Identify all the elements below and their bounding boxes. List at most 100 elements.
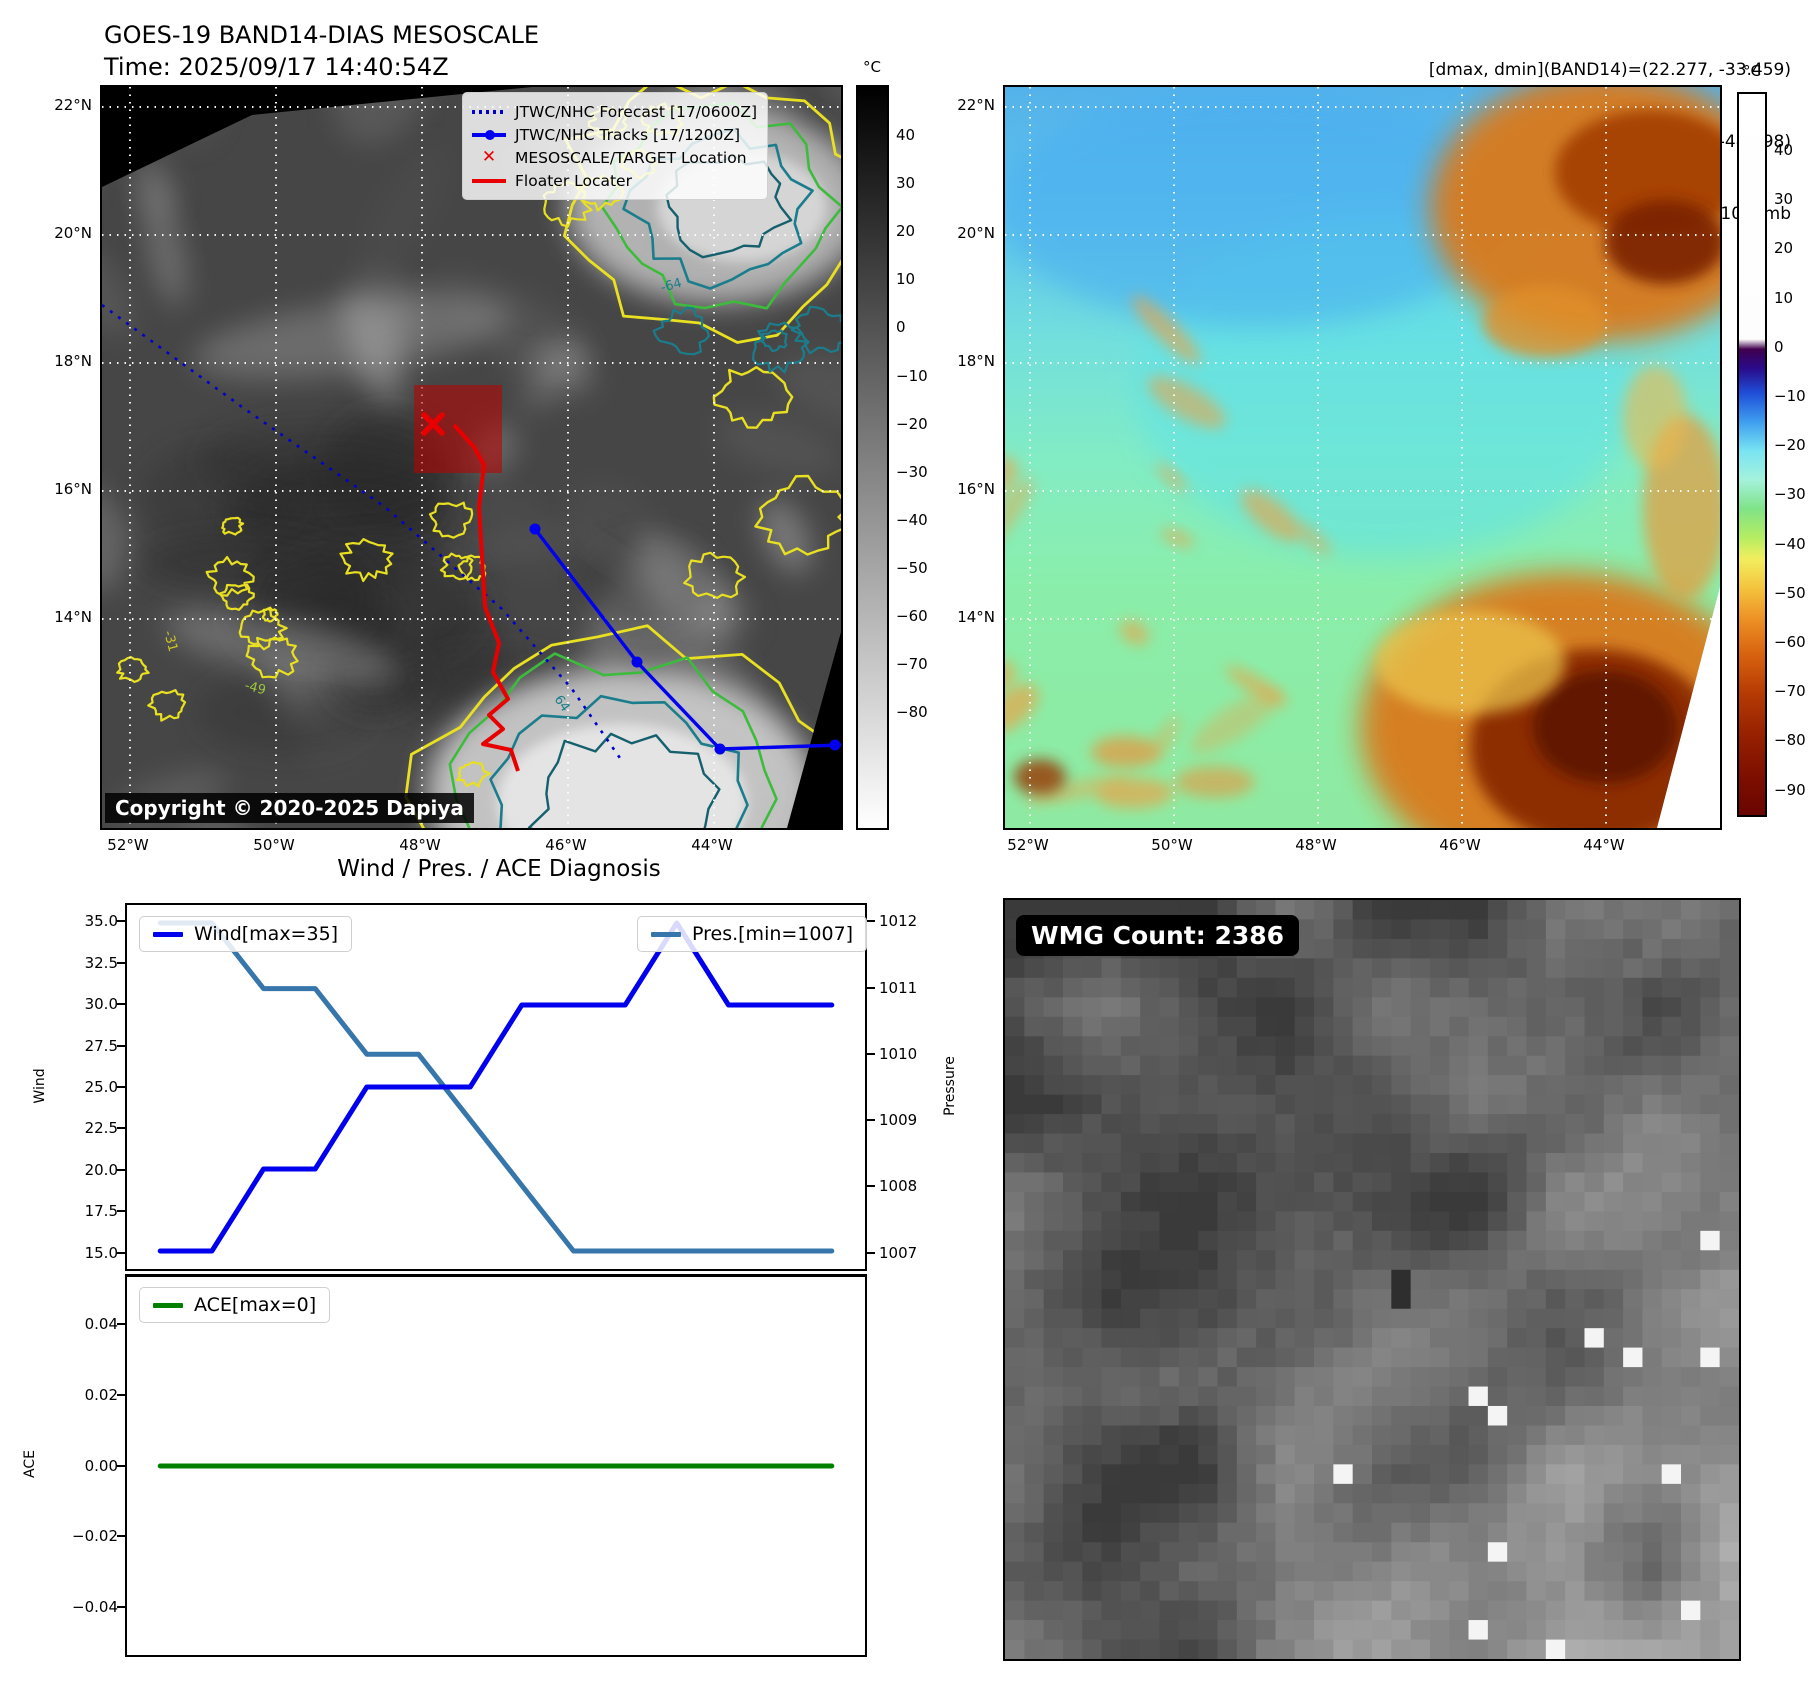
lat-tick-label: 18°N: [957, 352, 995, 370]
colorbar-tick-label: −50: [896, 558, 928, 577]
colorbar-tick-label: 40: [1774, 141, 1794, 159]
tick-mark: [867, 1185, 875, 1188]
ace-line: [157, 1463, 835, 1469]
colorbar-tick-label: 40: [896, 126, 916, 144]
tick-mark: [117, 1323, 125, 1326]
colorbar-tick-label: 10: [1774, 288, 1794, 307]
contour-label: -31: [160, 629, 180, 653]
ace-ytick-label: 0.00: [84, 1456, 118, 1475]
ace-chart: [125, 1274, 867, 1657]
lat-tick-label: 22°N: [54, 96, 92, 114]
tick-mark: [117, 1044, 125, 1047]
wind-ytick-label: 17.5: [84, 1202, 118, 1221]
map-legend-item: ✕ MESOSCALE/TARGET Location: [472, 146, 757, 169]
pressure-ytick-label: 1011: [879, 978, 918, 997]
awv-satellite-map: [960, 72, 1780, 882]
ace-legend-label: ACE[max=0]: [194, 1294, 317, 1316]
tick-mark: [117, 1464, 125, 1467]
wind-ytick-label: 22.5: [84, 1119, 118, 1138]
ace-ytick-label: −0.04: [72, 1597, 118, 1616]
pressure-legend-label: Pres.[min=1007]: [692, 923, 854, 945]
tick-mark: [117, 1168, 125, 1171]
marker-line-swatch: [472, 129, 506, 140]
wind-ytick-label: 30.0: [84, 995, 118, 1014]
colorbar-tick-label: −50: [1774, 583, 1806, 602]
lat-tick-label: 14°N: [957, 608, 995, 626]
lon-tick-label: 44°W: [1583, 836, 1625, 854]
lon-tick-label: 52°W: [1007, 836, 1049, 854]
map-legend-item: JTWC/NHC Tracks [17/1200Z]: [472, 123, 757, 146]
colorbar-tick-label: −40: [896, 510, 928, 529]
ace-legend: ACE[max=0]: [139, 1287, 331, 1323]
wind-legend-label: Wind[max=35]: [194, 923, 339, 945]
lon-tick-label: 50°W: [253, 836, 295, 854]
tick-mark: [117, 1003, 125, 1006]
tick-mark: [867, 1251, 875, 1254]
pressure-axis-label: Pressure: [942, 1056, 958, 1116]
dotted-line-swatch: [472, 109, 506, 114]
lat-tick-label: 20°N: [54, 224, 92, 242]
band14-satellite-map: -64 64 -31 -49 JTWC/NHC Forecast [17/0600Z]…: [100, 85, 843, 830]
page-title: GOES-19 BAND14-DIAS MESOSCALE: [104, 21, 540, 49]
pressure-ytick-label: 1008: [879, 1177, 918, 1196]
map-legend-label: MESOSCALE/TARGET Location: [515, 148, 747, 167]
wmg-pixel-image: [1005, 900, 1740, 1660]
pressure-ytick-label: 1012: [879, 912, 918, 931]
colorbar-tick-label: −30: [896, 462, 928, 481]
tick-mark: [117, 1210, 125, 1213]
contour-label: -64: [659, 276, 683, 296]
band14-colorbar-unit: °C: [863, 58, 881, 76]
colorbar-tick-label: 20: [1774, 239, 1794, 258]
copyright-badge: Copyright © 2020-2025 Dapiya: [105, 793, 474, 823]
colorbar-tick-label: −40: [1774, 534, 1806, 553]
colorbar-tick-label: 30: [1774, 190, 1794, 209]
lon-tick-label: 50°W: [1151, 836, 1193, 854]
pressure-ytick-label: 1007: [879, 1243, 918, 1262]
lat-tick-label: 14°N: [54, 608, 92, 626]
tick-mark: [117, 1605, 125, 1608]
colorbar-tick-label: −60: [896, 607, 928, 625]
wind-ytick-label: 32.5: [84, 953, 118, 972]
band14-colorbar: [856, 85, 889, 830]
wind-ytick-label: 25.0: [84, 1078, 118, 1096]
map-legend-label: JTWC/NHC Tracks [17/1200Z]: [515, 125, 741, 144]
colorbar-tick-label: 20: [896, 222, 916, 241]
colorbar-tick-label: −60: [1774, 633, 1806, 651]
wind-pressure-chart: [125, 903, 867, 1271]
x-marker-icon: ✕: [481, 147, 497, 167]
colorbar-tick-label: −70: [1774, 682, 1806, 701]
colorbar-tick-label: −80: [1774, 731, 1806, 750]
colorbar-tick-label: −20: [1774, 436, 1806, 455]
pressure-line-swatch: [651, 931, 681, 937]
page-timestamp: Time: 2025/09/17 14:40:54Z: [104, 53, 449, 81]
lon-tick-label: 44°W: [691, 836, 733, 854]
awv-colorbar-unit: °C: [1743, 62, 1761, 80]
colorbar-tick-label: 0: [896, 318, 906, 337]
wind-ytick-label: 15.0: [84, 1243, 118, 1262]
map-legend-item: JTWC/NHC Forecast [17/0600Z]: [472, 100, 757, 123]
tick-mark: [117, 1251, 125, 1254]
tick-mark: [867, 1119, 875, 1122]
tick-mark: [117, 961, 125, 964]
pressure-legend: Pres.[min=1007]: [637, 916, 868, 952]
lon-tick-label: 46°W: [1439, 836, 1481, 854]
pressure-ytick-label: 1009: [879, 1111, 918, 1130]
ace-ytick-label: −0.02: [72, 1527, 118, 1546]
ace-ytick-label: 0.02: [84, 1385, 118, 1404]
ace-axis-label: ACE: [22, 1450, 38, 1478]
colorbar-tick-label: −70: [896, 655, 928, 674]
map-legend-label: Floater Locater: [515, 171, 632, 190]
lat-tick-label: 20°N: [957, 224, 995, 242]
lon-tick-label: 48°W: [399, 836, 441, 854]
ace-ytick-label: 0.04: [84, 1315, 118, 1334]
awv-colorbar: [1737, 92, 1767, 817]
wind-axis-label: Wind: [32, 1068, 48, 1104]
wind-line-swatch: [153, 931, 183, 937]
colorbar-tick-label: −30: [1774, 485, 1806, 504]
lat-tick-label: 16°N: [957, 480, 995, 498]
tick-mark: [867, 920, 875, 923]
lat-tick-label: 18°N: [54, 352, 92, 370]
solid-line-swatch: [472, 178, 506, 183]
